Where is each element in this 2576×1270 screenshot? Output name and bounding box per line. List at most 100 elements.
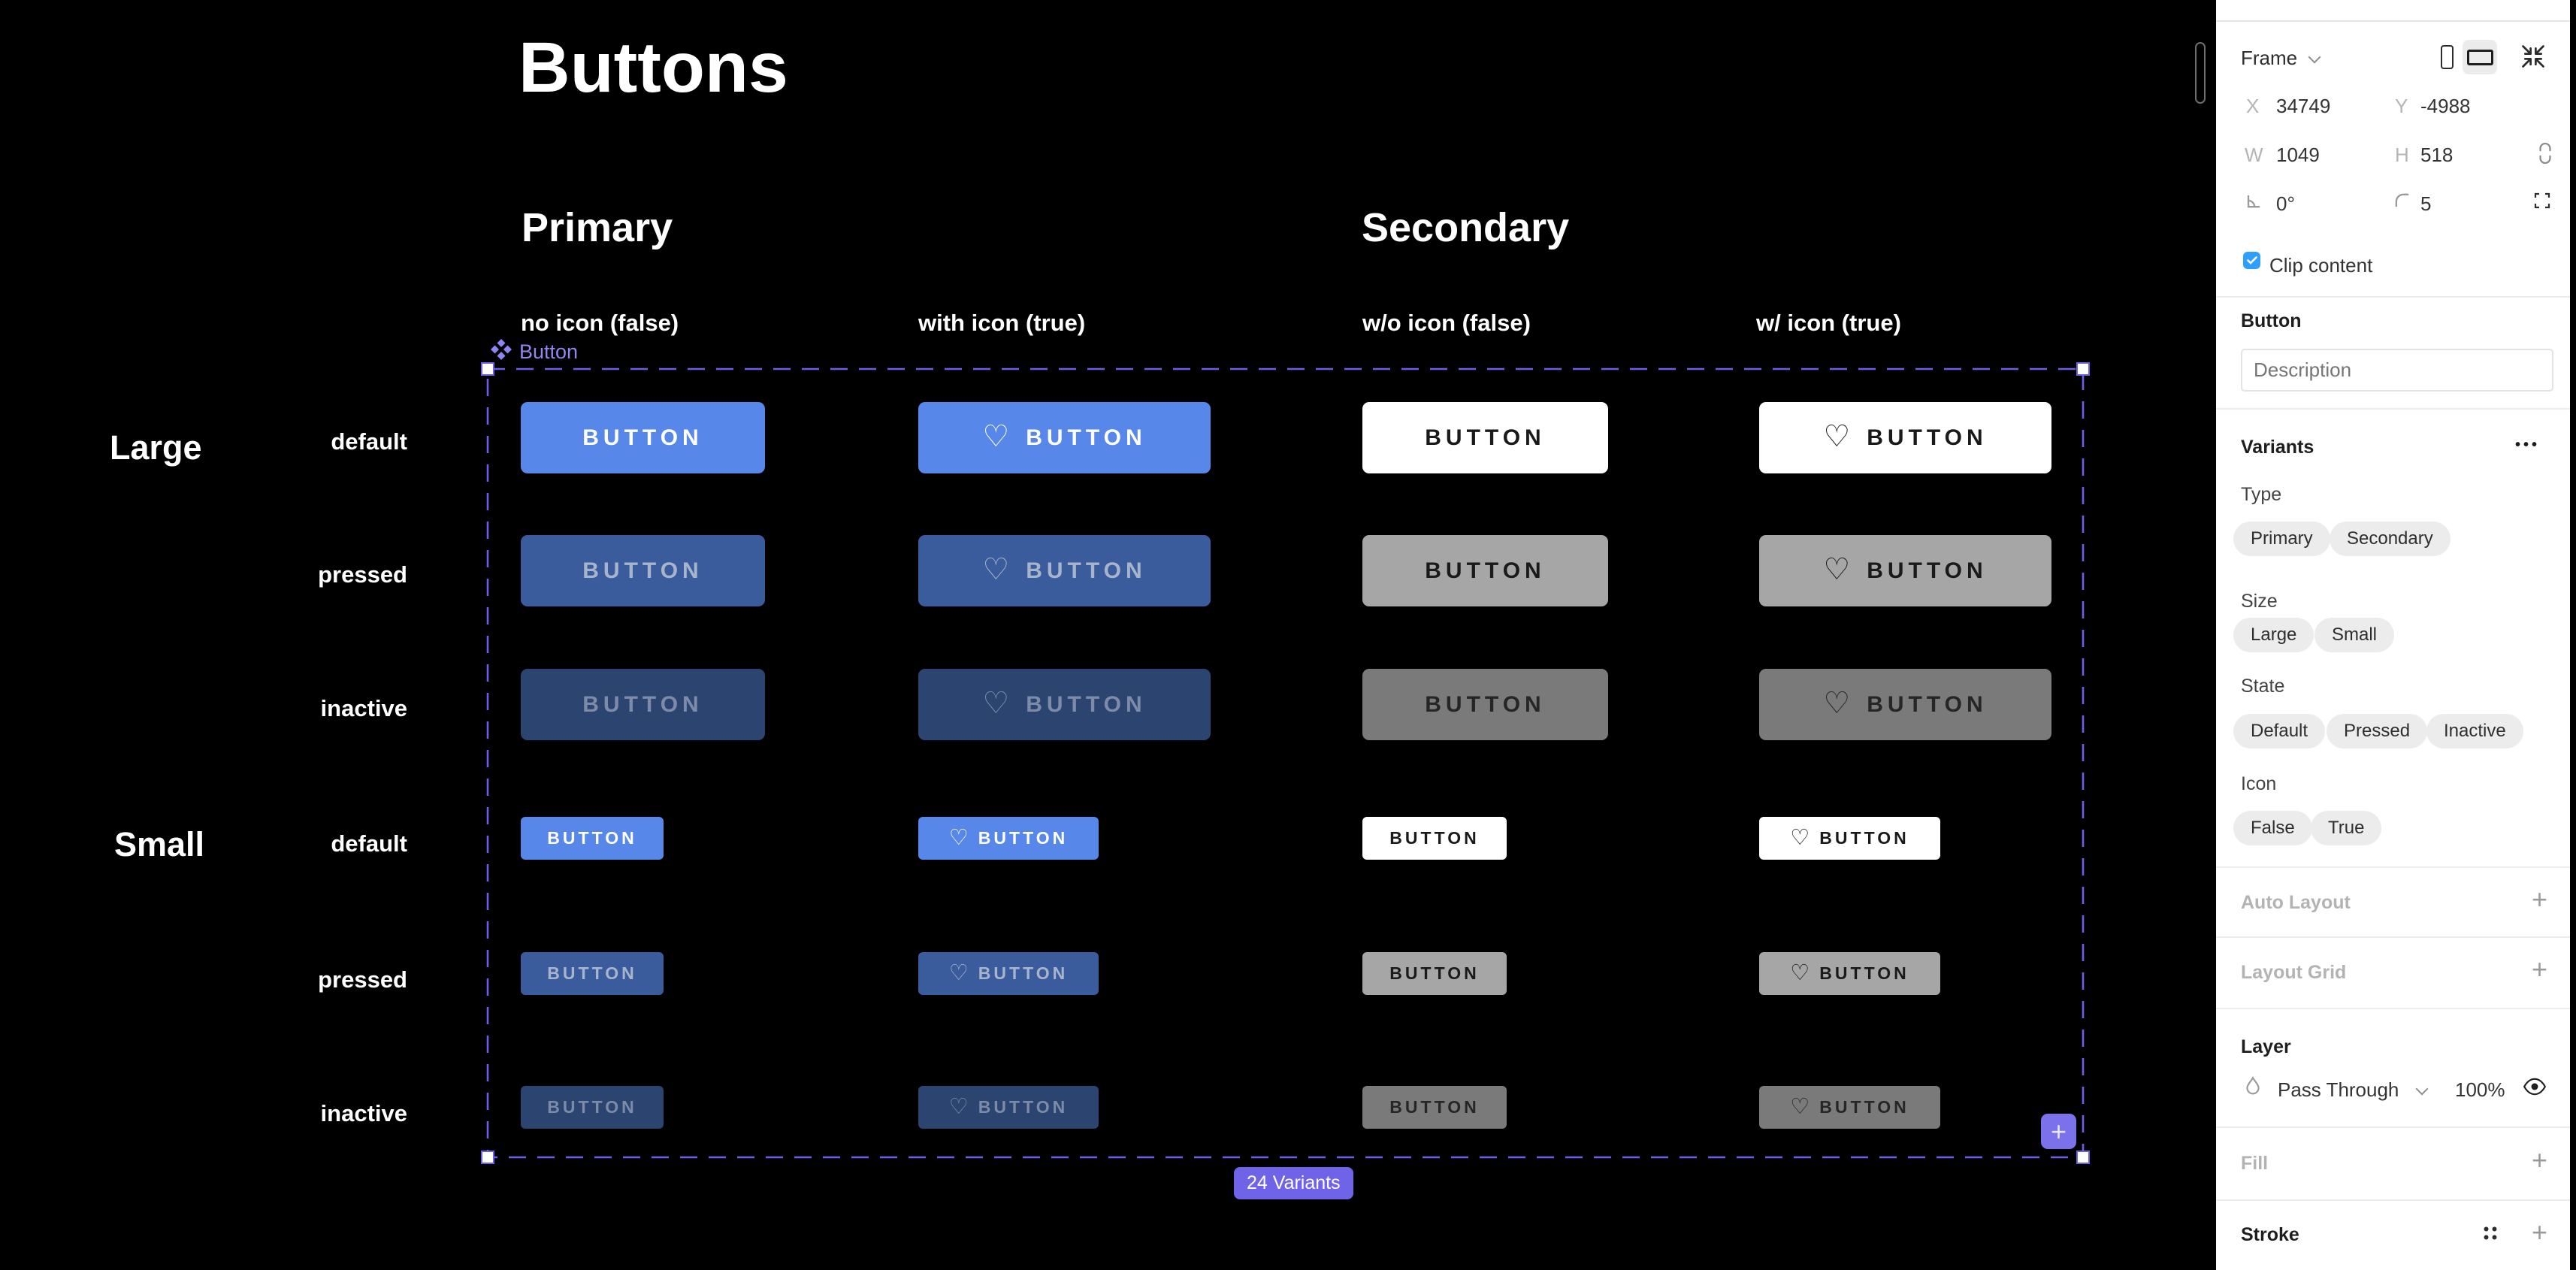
- button-primary-large-inactive-icon[interactable]: ♡ BUTTON: [918, 669, 1211, 740]
- button-primary-large-pressed[interactable]: BUTTON: [521, 535, 765, 606]
- component-set-label[interactable]: Button: [490, 338, 578, 366]
- button-secondary-large-inactive[interactable]: BUTTON: [1362, 669, 1608, 740]
- canvas-scrollbar[interactable]: [2195, 42, 2206, 104]
- button-secondary-small-inactive[interactable]: BUTTON: [1362, 1086, 1507, 1129]
- variant-chip-pressed[interactable]: Pressed: [2327, 714, 2428, 748]
- button-secondary-large-inactive-icon[interactable]: ♡ BUTTON: [1759, 669, 2051, 740]
- button-primary-large-default-icon[interactable]: ♡ BUTTON: [918, 402, 1211, 473]
- button-primary-small-inactive[interactable]: BUTTON: [521, 1086, 664, 1129]
- button-secondary-large-pressed-icon[interactable]: ♡ BUTTON: [1759, 535, 2051, 606]
- collapse-icon[interactable]: [2520, 43, 2547, 70]
- heart-icon: ♡: [1790, 961, 1810, 985]
- figma-canvas[interactable]: Buttons Primary Secondary no icon (false…: [0, 0, 2216, 1270]
- state-label-small-default: default: [331, 830, 407, 857]
- heart-icon: ♡: [982, 686, 1010, 720]
- variant-chip-small[interactable]: Small: [2314, 618, 2395, 652]
- state-label-large-inactive: inactive: [320, 695, 407, 721]
- check-icon: [2246, 256, 2257, 265]
- button-primary-small-default-icon[interactable]: ♡ BUTTON: [918, 817, 1099, 860]
- state-label-large-pressed: pressed: [318, 561, 407, 588]
- variants-menu-button[interactable]: •••: [2515, 437, 2541, 453]
- selection-handle-top-left[interactable]: [481, 362, 494, 376]
- variant-chip-true[interactable]: True: [2311, 811, 2382, 845]
- component-set-icon: [490, 338, 512, 366]
- column-label-wo-icon: w/o icon (false): [1362, 310, 1531, 336]
- selection-outline: [486, 367, 2085, 1159]
- button-primary-large-default[interactable]: BUTTON: [521, 402, 765, 473]
- button-primary-small-default[interactable]: BUTTON: [521, 817, 664, 860]
- divider: [2216, 296, 2570, 298]
- landscape-frame-toggle[interactable]: [2463, 40, 2497, 74]
- selection-handle-bottom-left[interactable]: [481, 1151, 494, 1164]
- size-group-label-small: Small: [114, 825, 205, 863]
- divider: [2216, 936, 2570, 938]
- plus-icon: +: [2050, 1115, 2067, 1147]
- heart-icon: ♡: [1790, 826, 1810, 850]
- column-label-w-icon: w/ icon (true): [1756, 310, 1901, 336]
- independent-corners-icon[interactable]: [2532, 190, 2553, 211]
- frame-type-dropdown[interactable]: Frame: [2241, 47, 2298, 69]
- add-auto-layout-button[interactable]: +: [2532, 884, 2548, 915]
- selection-handle-bottom-right[interactable]: [2076, 1151, 2090, 1164]
- variant-chip-false[interactable]: False: [2233, 811, 2312, 845]
- description-input[interactable]: [2241, 349, 2553, 392]
- component-section-title: Button: [2241, 310, 2302, 331]
- visibility-eye-icon[interactable]: [2523, 1078, 2547, 1096]
- column-label-no-icon: no icon (false): [521, 310, 679, 336]
- divider: [2216, 408, 2570, 410]
- y-label: Y: [2395, 95, 2408, 117]
- button-secondary-small-pressed[interactable]: BUTTON: [1362, 952, 1507, 995]
- button-primary-large-inactive[interactable]: BUTTON: [521, 669, 765, 740]
- button-primary-small-pressed-icon[interactable]: ♡ BUTTON: [918, 952, 1099, 995]
- divider: [2216, 1126, 2570, 1128]
- h-input[interactable]: 518: [2420, 144, 2454, 166]
- button-secondary-small-default[interactable]: BUTTON: [1362, 817, 1507, 860]
- button-primary-small-pressed[interactable]: BUTTON: [521, 952, 664, 995]
- portrait-frame-icon[interactable]: [2441, 45, 2454, 69]
- button-secondary-small-inactive-icon[interactable]: ♡ BUTTON: [1759, 1086, 1940, 1129]
- variant-chip-default[interactable]: Default: [2233, 714, 2326, 748]
- variant-chip-large[interactable]: Large: [2233, 618, 2314, 652]
- button-secondary-small-pressed-icon[interactable]: ♡ BUTTON: [1759, 952, 1940, 995]
- button-secondary-large-default-icon[interactable]: ♡ BUTTON: [1759, 402, 2051, 473]
- y-input[interactable]: -4988: [2420, 95, 2471, 117]
- divider: [2216, 1008, 2570, 1009]
- section-header-primary: Primary: [522, 205, 673, 250]
- add-layout-grid-button[interactable]: +: [2532, 954, 2548, 984]
- variant-prop-icon: Icon: [2241, 773, 2277, 794]
- landscape-frame-icon: [2466, 49, 2493, 65]
- rotation-input[interactable]: 0°: [2276, 192, 2295, 215]
- w-label: W: [2245, 144, 2263, 166]
- button-secondary-large-pressed[interactable]: BUTTON: [1362, 535, 1608, 606]
- page-title: Buttons: [519, 28, 788, 107]
- variant-chip-primary[interactable]: Primary: [2233, 522, 2330, 556]
- heart-icon: ♡: [948, 826, 969, 850]
- constrain-proportions-icon[interactable]: [2536, 138, 2554, 168]
- button-secondary-small-default-icon[interactable]: ♡ BUTTON: [1759, 817, 1940, 860]
- clip-content-checkbox[interactable]: [2243, 252, 2260, 269]
- fill-section-title: Fill: [2241, 1153, 2269, 1174]
- variant-chip-secondary[interactable]: Secondary: [2330, 522, 2451, 556]
- add-variant-button[interactable]: +: [2041, 1114, 2076, 1149]
- selection-handle-top-right[interactable]: [2076, 362, 2090, 376]
- clip-content-label: Clip content: [2269, 254, 2373, 277]
- state-label-small-inactive: inactive: [320, 1100, 407, 1126]
- variant-chip-inactive[interactable]: Inactive: [2426, 714, 2523, 748]
- variant-prop-type: Type: [2241, 484, 2282, 505]
- blend-mode-dropdown[interactable]: Pass Through: [2278, 1078, 2399, 1101]
- add-fill-button[interactable]: +: [2532, 1145, 2548, 1175]
- stroke-styles-icon[interactable]: [2482, 1225, 2499, 1241]
- x-input[interactable]: 34749: [2276, 95, 2331, 117]
- column-label-with-icon: with icon (true): [918, 310, 1086, 336]
- layer-section-title: Layer: [2241, 1036, 2291, 1057]
- button-primary-large-pressed-icon[interactable]: ♡ BUTTON: [918, 535, 1211, 606]
- corner-radius-input[interactable]: 5: [2420, 192, 2432, 215]
- w-input[interactable]: 1049: [2276, 144, 2320, 166]
- button-secondary-large-default[interactable]: BUTTON: [1362, 402, 1608, 473]
- button-primary-small-inactive-icon[interactable]: ♡ BUTTON: [918, 1086, 1099, 1129]
- variants-count-badge[interactable]: 24 Variants: [1234, 1167, 1353, 1199]
- layer-opacity-input[interactable]: 100%: [2455, 1078, 2505, 1101]
- chevron-down-icon: [2308, 50, 2321, 64]
- variant-prop-size: Size: [2241, 591, 2278, 612]
- add-stroke-button[interactable]: +: [2532, 1217, 2548, 1247]
